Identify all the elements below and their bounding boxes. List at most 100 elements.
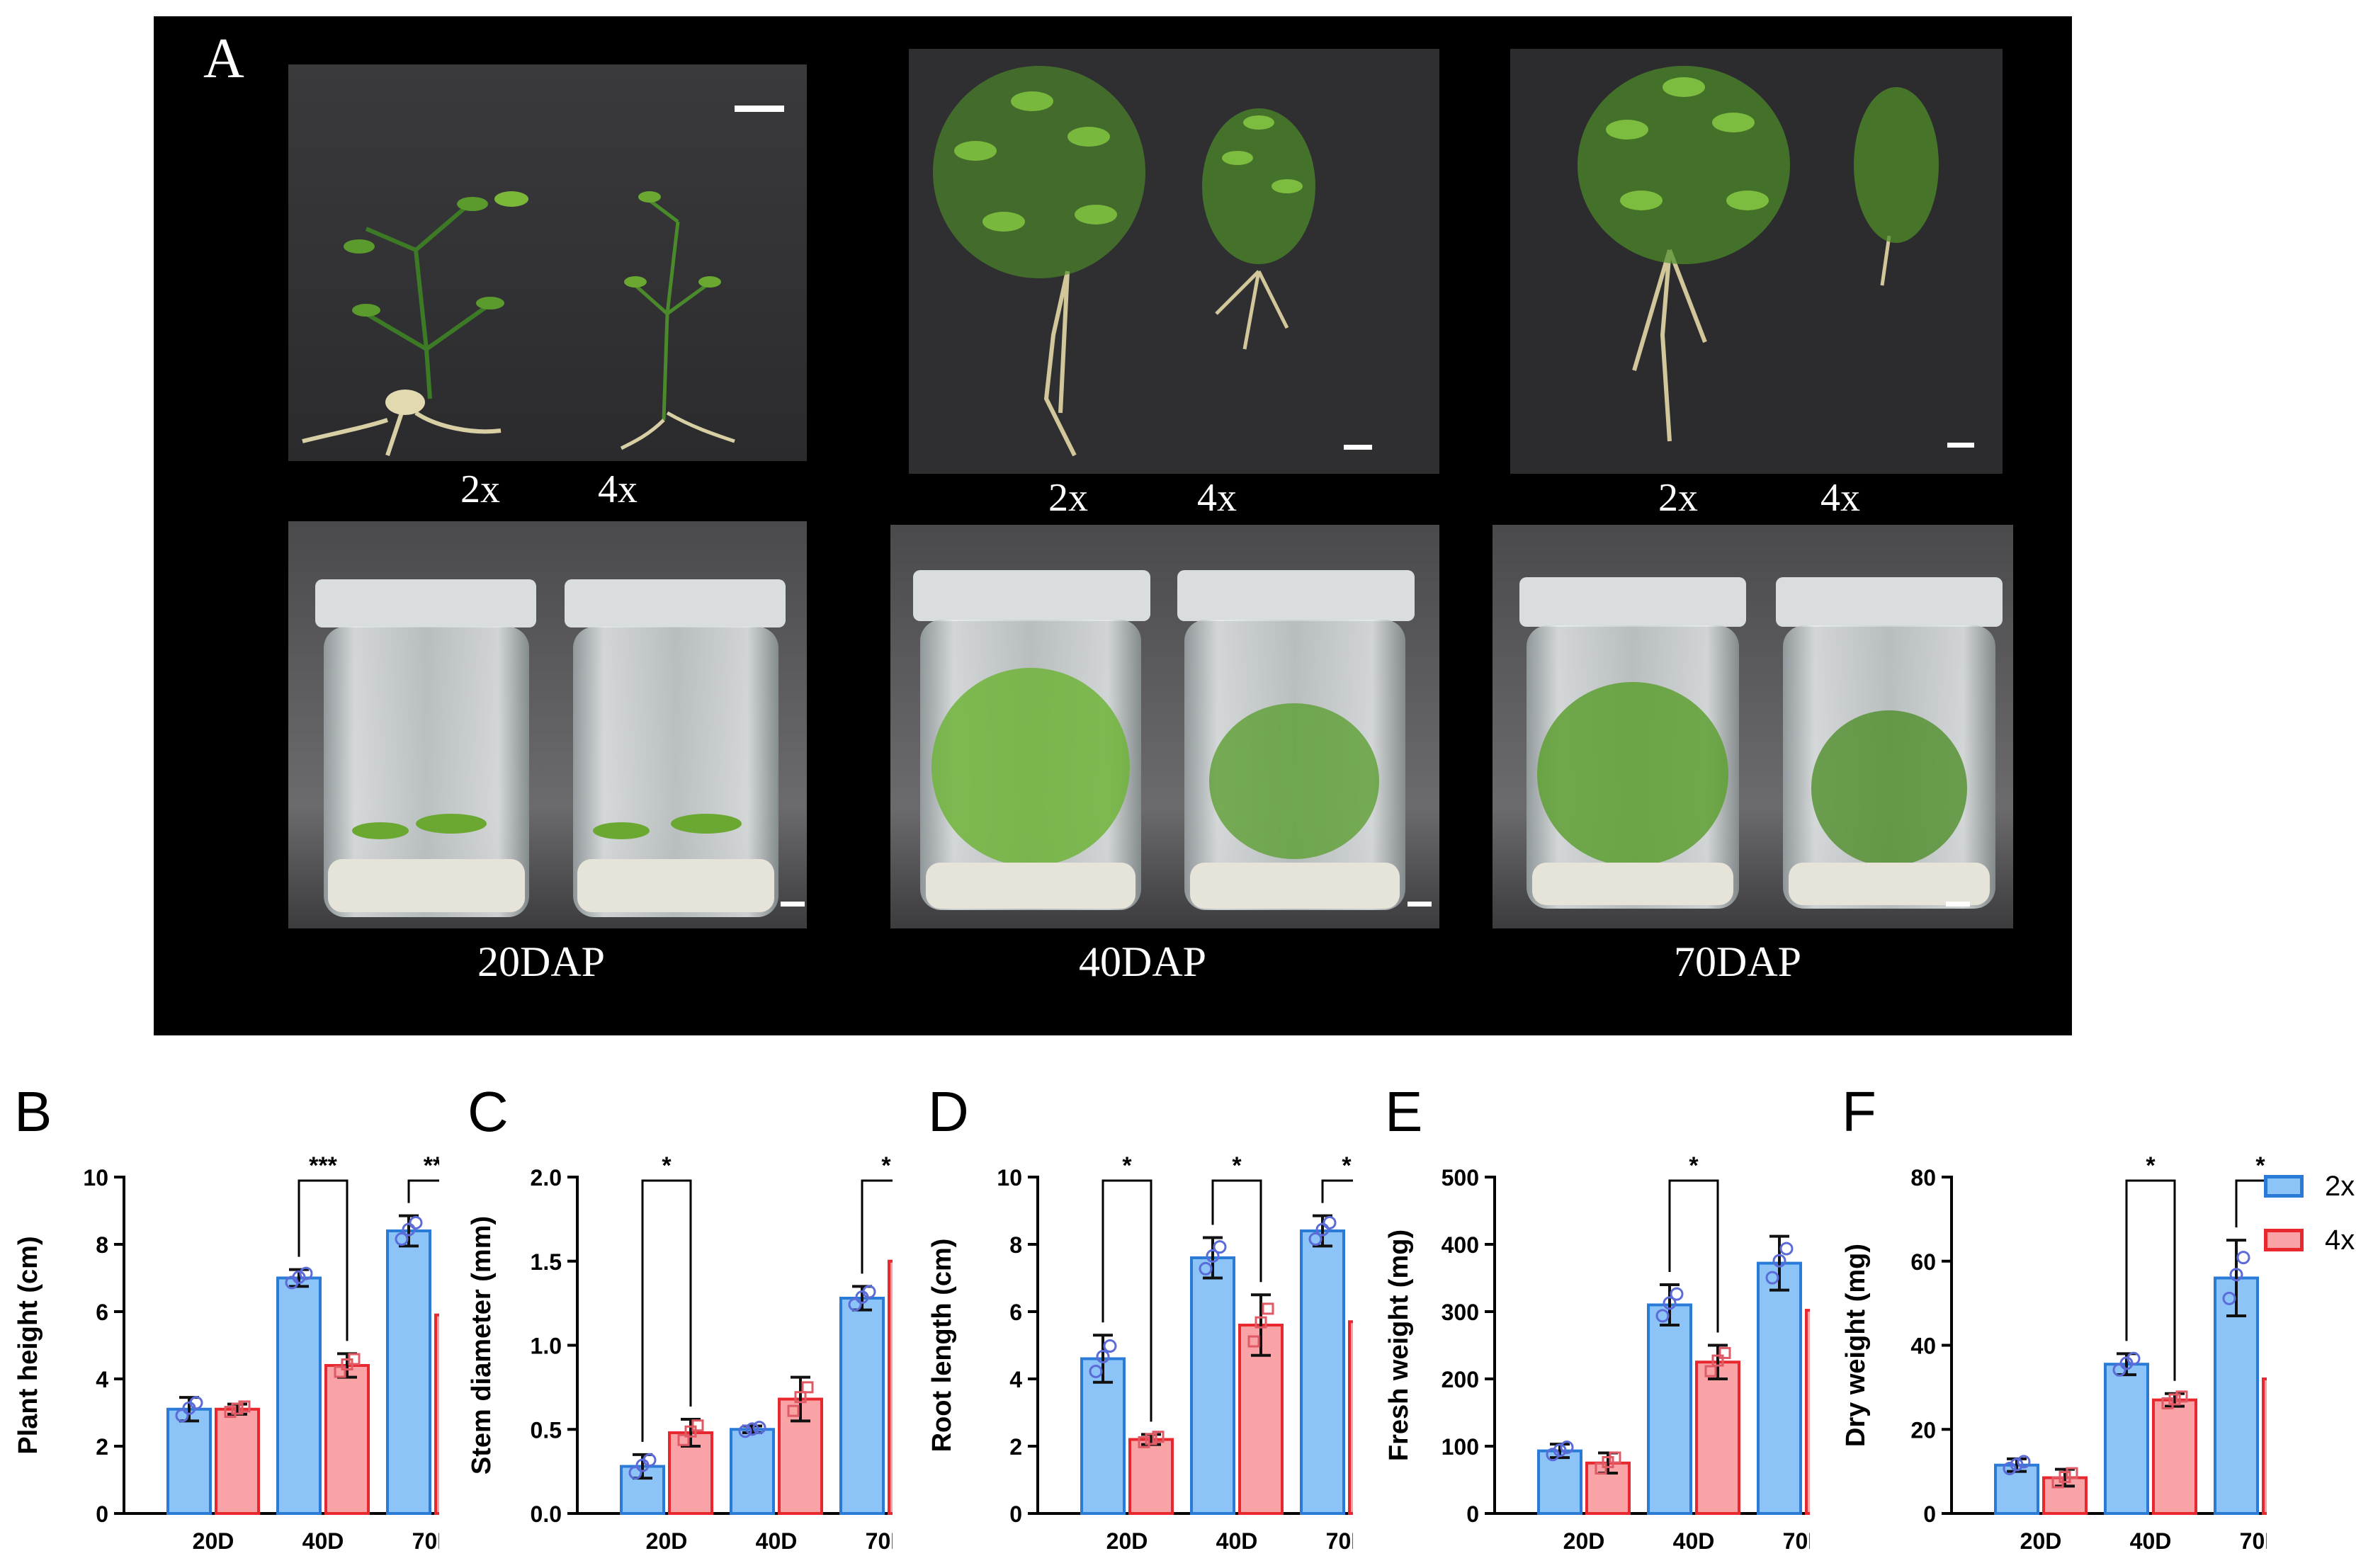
y-tick-label: 8 — [96, 1232, 108, 1258]
significance-marker: * — [1232, 1152, 1242, 1179]
data-point — [224, 1406, 237, 1419]
y-tick-label: 2 — [96, 1434, 108, 1460]
data-point — [299, 1266, 313, 1280]
ploidy-label-4x: 4x — [1197, 476, 1237, 520]
bar-2x — [386, 1229, 431, 1515]
data-point — [2066, 1467, 2078, 1479]
data-point — [1609, 1451, 1621, 1464]
y-tick-label: 1.5 — [531, 1249, 562, 1275]
data-point — [1262, 1302, 1274, 1315]
photo-20dap-plants — [288, 64, 807, 461]
data-point — [1779, 1242, 1794, 1256]
x-tick-label: 40D — [1673, 1528, 1715, 1554]
ploidy-label-4x: 4x — [1820, 476, 1860, 520]
legend-item-4x: 4x — [2264, 1225, 2355, 1256]
data-point — [348, 1353, 361, 1365]
bar-2x — [1300, 1229, 1345, 1515]
bar-2x — [1647, 1303, 1692, 1515]
data-point — [1206, 1249, 1220, 1263]
data-point — [2010, 1458, 2024, 1472]
data-point — [1145, 1433, 1157, 1445]
data-point — [1089, 1364, 1103, 1378]
bar-4x — [324, 1364, 370, 1515]
chart-c: C Stem diameter (mm) 0.0 0.5 1.0 1.5 2.0 20D * 40… — [467, 1080, 893, 1554]
bar-4x — [1128, 1438, 1174, 1515]
significance-bracket — [641, 1179, 692, 1442]
y-tick-label: 2 — [1009, 1434, 1022, 1460]
bar-4x — [2152, 1398, 2197, 1515]
data-point — [1670, 1287, 1684, 1301]
ploidy-label-2x: 2x — [1048, 476, 1088, 520]
bar-4x — [888, 1259, 893, 1515]
data-point — [801, 1381, 814, 1394]
data-point — [402, 1222, 416, 1237]
stage-label-20dap: 20DAP — [477, 938, 606, 985]
data-point — [238, 1400, 251, 1413]
data-point — [677, 1433, 690, 1446]
data-point — [1323, 1215, 1337, 1229]
y-axis-label: Fresh weight (mg) — [1384, 1229, 1414, 1461]
data-point — [1765, 1271, 1779, 1285]
x-tick-label: 40D — [1216, 1528, 1258, 1554]
data-point — [862, 1285, 876, 1299]
photo-70dap-plants — [1510, 49, 2003, 474]
data-point — [1247, 1335, 1260, 1348]
ploidy-label-2x: 2x — [1658, 476, 1698, 520]
y-tick-label: 10 — [997, 1165, 1022, 1191]
data-point — [1199, 1261, 1213, 1276]
y-tick-label: 20 — [1910, 1417, 1936, 1443]
significance-bracket — [1321, 1179, 1353, 1203]
bar-2x — [1757, 1261, 1802, 1515]
data-point — [2229, 1268, 2243, 1282]
bar-2x — [839, 1297, 885, 1515]
legend-label-2x: 2x — [2325, 1170, 2355, 1202]
data-point — [642, 1453, 657, 1467]
bar-4x — [434, 1313, 439, 1515]
data-point — [189, 1396, 203, 1410]
chart-f: F Dry weight (mg) 0 20 40 60 80 20D 40D * 70D * — [1841, 1080, 2267, 1554]
bar-2x — [2104, 1363, 2149, 1515]
bar-2x — [166, 1407, 212, 1515]
data-point — [2236, 1251, 2250, 1265]
significance-marker: *** — [309, 1152, 337, 1179]
x-tick-label: 20D — [2020, 1528, 2062, 1554]
data-point — [409, 1215, 423, 1229]
y-tick-label: 0 — [1923, 1501, 1936, 1527]
y-tick-label: 6 — [96, 1300, 108, 1325]
y-tick-label: 200 — [1442, 1367, 1479, 1392]
significance-marker: * — [662, 1152, 672, 1179]
x-tick-label: 20D — [193, 1528, 234, 1554]
significance-marker: * — [1689, 1152, 1699, 1179]
panel-letter: E — [1385, 1080, 1422, 1143]
significance-bracket — [298, 1179, 349, 1341]
data-point — [2126, 1351, 2141, 1365]
significance-bracket — [2235, 1179, 2267, 1228]
y-tick-label: 1.0 — [531, 1334, 562, 1359]
legend-swatch-4x — [2264, 1229, 2304, 1251]
data-point — [395, 1232, 409, 1246]
data-point — [1138, 1436, 1150, 1448]
significance-bracket — [2125, 1179, 2176, 1381]
data-point — [1711, 1354, 1724, 1367]
bar-4x — [1805, 1309, 1810, 1515]
bar-4x — [1348, 1320, 1353, 1515]
y-tick-label: 0 — [1466, 1501, 1479, 1527]
data-point — [292, 1270, 306, 1284]
panel-letter: F — [1842, 1080, 1876, 1143]
y-tick-label: 400 — [1442, 1232, 1479, 1258]
bar-4x — [1695, 1360, 1740, 1515]
data-point — [1718, 1346, 1731, 1359]
data-point — [2112, 1363, 2126, 1377]
chart-d: D Root length (cm) 0 2 4 6 8 10 20D * 40D * 70D * — [927, 1080, 1353, 1554]
data-point — [1704, 1365, 1717, 1377]
data-point — [2222, 1291, 2236, 1305]
data-point — [1772, 1254, 1786, 1268]
data-point — [1152, 1431, 1165, 1443]
y-axis-label: Plant height (cm) — [13, 1236, 43, 1454]
data-point — [752, 1421, 766, 1435]
data-point — [1308, 1232, 1323, 1246]
y-tick-label: 0 — [96, 1501, 108, 1527]
significance-marker: * — [1122, 1152, 1132, 1179]
legend: 2x 4x — [2264, 1170, 2355, 1256]
y-tick-label: 100 — [1442, 1434, 1479, 1460]
